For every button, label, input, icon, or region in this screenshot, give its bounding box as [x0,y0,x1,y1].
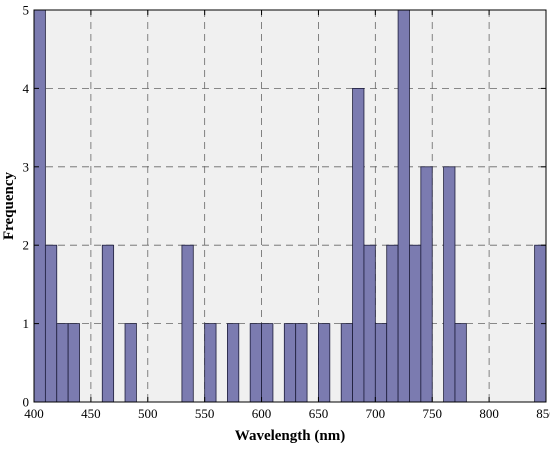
x-axis-label: Wavelength (nm) [235,428,345,444]
y-tick-label: 3 [23,159,30,174]
histogram-bars [33,9,547,403]
plot-frame [33,9,547,403]
y-tick-label: 1 [23,316,30,331]
x-tick-label: 750 [422,406,442,421]
x-tick-label: 650 [309,406,329,421]
histogram-bar [409,244,422,403]
histogram-bar [454,323,467,403]
x-tick-label: 800 [479,406,499,421]
histogram-bar [443,166,456,403]
y-tick-labels: 0 1 2 3 4 5 [23,3,30,410]
x-tick-label: 400 [24,406,44,421]
histogram-bar [204,323,217,403]
histogram-bar [420,166,433,403]
histogram-bar [101,244,115,403]
x-tick-label: 450 [81,406,101,421]
y-tick-label: 4 [23,81,30,96]
y-tick-label: 5 [23,3,30,18]
histogram-bar [318,323,331,403]
x-tick-label: 500 [138,406,158,421]
grid-lines [34,10,546,402]
histogram-bar [261,323,274,403]
histogram-bar [283,323,297,403]
axis-ticks [33,9,547,403]
y-axis-label: Frequency [1,171,17,240]
x-tick-label: 700 [366,406,386,421]
histogram-bar [397,9,410,403]
histogram-bar [44,244,58,403]
histogram-bar [56,323,69,403]
histogram-bar [386,244,399,403]
histogram-bar [340,323,353,403]
histogram-bar [249,323,262,403]
x-tick-labels: 400 450 500 550 600 650 700 750 800 850 [24,406,550,421]
histogram-bar [124,323,137,403]
x-tick-label: 550 [195,406,215,421]
histogram-bar [67,323,80,403]
y-tick-label: 0 [23,395,30,410]
histogram-bar [295,323,308,403]
y-tick-label: 2 [23,238,30,253]
x-tick-label: 600 [252,406,272,421]
x-tick-label: 850 [536,406,550,421]
histogram-bar [33,9,46,403]
histogram-bar [352,88,365,403]
histogram-bar [227,323,240,403]
histogram-bar [181,244,194,403]
histogram-bar [363,244,376,403]
histogram-bar [374,323,388,403]
